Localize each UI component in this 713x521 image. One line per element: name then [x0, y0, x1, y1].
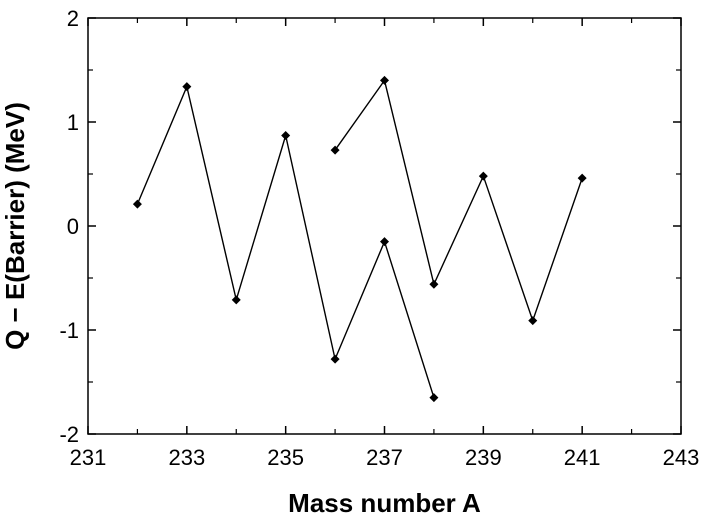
series-1-point — [380, 237, 389, 247]
y-tick-label: -2 — [59, 422, 79, 447]
y-tick-label: 0 — [67, 214, 79, 239]
series-2-line — [334, 78, 583, 323]
x-tick-label: 239 — [465, 445, 502, 470]
series-1-point — [132, 199, 142, 209]
series-2-point — [528, 316, 538, 326]
series-1-point — [330, 354, 340, 364]
x-axis-title: Mass number A — [288, 488, 481, 518]
y-tick-label: 1 — [67, 110, 79, 135]
y-axis-title: Q − E(Barrier) (MeV) — [0, 102, 30, 350]
series-2-point — [380, 75, 389, 85]
series-1-point — [231, 295, 241, 305]
series-1-point — [182, 82, 192, 92]
x-tick-label: 241 — [564, 445, 601, 470]
x-tick-label: 235 — [267, 445, 304, 470]
x-tick-label: 243 — [663, 445, 700, 470]
labels-layer: 231 233 235 237 239 241 243 -2 -1 0 1 2 — [59, 6, 699, 470]
y-tick-label: -1 — [59, 318, 79, 343]
series-2-point — [577, 173, 587, 183]
series-1-point — [281, 131, 291, 141]
ticks-layer — [87, 17, 682, 435]
series-2-point — [478, 171, 488, 181]
y-tick-label: 2 — [67, 6, 79, 31]
series-layer — [132, 75, 587, 403]
series-2-point — [330, 145, 340, 155]
series-2-point — [429, 279, 439, 289]
x-tick-label: 231 — [70, 445, 107, 470]
series-1-point — [429, 393, 439, 403]
x-tick-label: 233 — [168, 445, 205, 470]
x-tick-label: 237 — [366, 445, 403, 470]
